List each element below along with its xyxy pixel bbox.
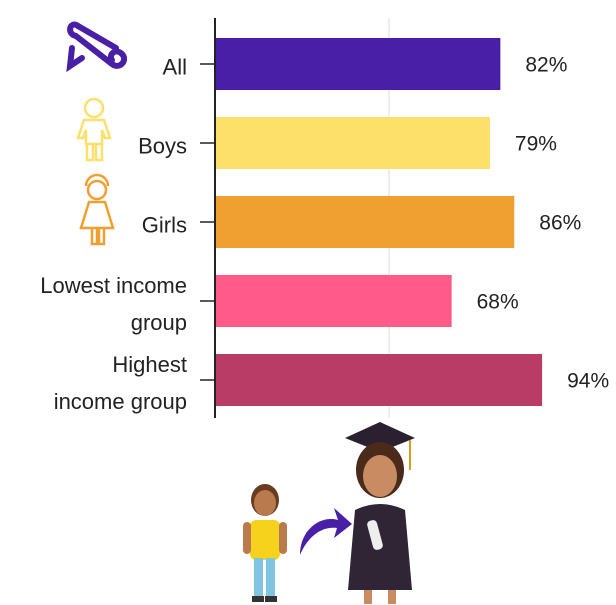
bar [215, 38, 500, 90]
category-label: Boys [138, 128, 187, 165]
category-label: Girls [142, 207, 187, 244]
boy-icon [78, 99, 110, 160]
bar [215, 117, 490, 169]
category-label: Lowest income group [40, 267, 187, 341]
student-illustration [243, 484, 287, 602]
diploma-icon [70, 25, 124, 66]
girl-icon [81, 175, 113, 244]
category-label: All [163, 49, 187, 86]
bar [215, 354, 542, 406]
value-label: 82% [525, 54, 567, 77]
infographic: 82% 79% 86% 68% 94% All [0, 0, 616, 605]
category-label: Highest income group [54, 346, 187, 420]
value-label: 86% [539, 212, 581, 235]
plot-area: 82% 79% 86% 68% 94% [200, 18, 609, 418]
bar [215, 196, 514, 248]
value-label: 68% [477, 291, 519, 314]
bar [215, 275, 452, 327]
arrow [300, 508, 352, 555]
value-label: 94% [567, 370, 609, 393]
graduate-illustration [345, 422, 415, 604]
value-label: 79% [515, 133, 557, 156]
